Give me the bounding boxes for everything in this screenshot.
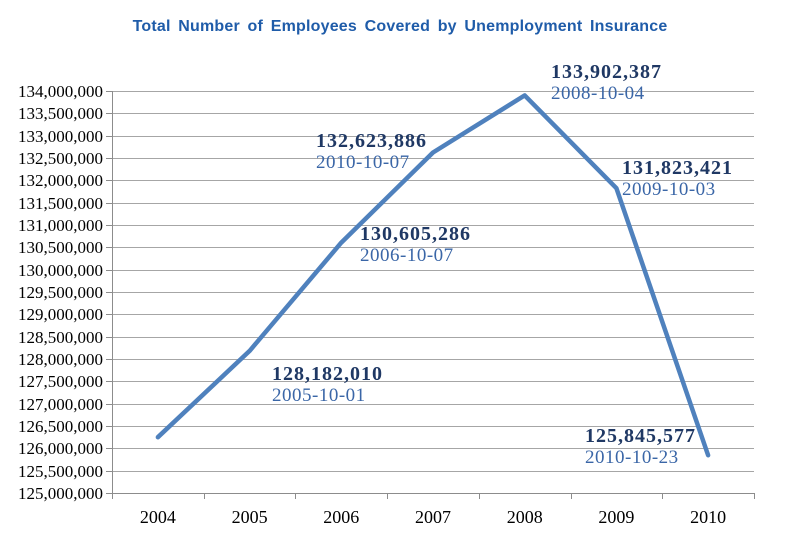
- gridline: [112, 292, 754, 293]
- y-axis-label: 128,500,000: [18, 327, 103, 347]
- y-axis-tick: [106, 180, 112, 181]
- y-axis-tick: [106, 337, 112, 338]
- y-axis-label: 127,000,000: [18, 394, 103, 414]
- annotation-date: 2008-10-04: [551, 83, 645, 104]
- x-axis-label: 2005: [231, 507, 268, 527]
- x-axis-label: 2008: [506, 507, 543, 527]
- annotation-date: 2006-10-07: [360, 245, 454, 266]
- y-axis-label: 127,500,000: [18, 371, 103, 391]
- y-axis-tick: [106, 292, 112, 293]
- x-axis-label: 2010: [690, 507, 727, 527]
- data-point-annotation: 131,823,421 2009-10-03: [622, 158, 733, 200]
- annotation-value: 130,605,286: [360, 223, 471, 245]
- y-axis-tick: [106, 225, 112, 226]
- x-axis-tick: [112, 493, 113, 499]
- y-axis-label: 132,000,000: [18, 170, 103, 190]
- y-axis-tick: [106, 404, 112, 405]
- y-axis-tick: [106, 270, 112, 271]
- y-axis-tick: [106, 471, 112, 472]
- x-axis-label: 2004: [139, 507, 176, 527]
- y-axis-tick: [106, 136, 112, 137]
- annotation-value: 131,823,421: [622, 157, 733, 179]
- annotation-date: 2010-10-23: [585, 447, 679, 468]
- annotation-value: 128,182,010: [272, 363, 383, 385]
- y-axis-label: 134,000,000: [18, 81, 103, 101]
- data-point-annotation: 130,605,286 2006-10-07: [360, 224, 471, 266]
- y-axis-tick: [106, 448, 112, 449]
- y-axis-label: 129,000,000: [18, 304, 103, 324]
- gridline: [112, 136, 754, 137]
- x-axis-tick: [295, 493, 296, 499]
- data-point-annotation: 133,902,387 2008-10-04: [551, 62, 662, 104]
- gridline: [112, 113, 754, 114]
- data-line: [155, 93, 711, 458]
- x-axis-line: [112, 493, 754, 494]
- y-axis-tick: [106, 203, 112, 204]
- x-axis-tick: [754, 493, 755, 499]
- gridline: [112, 359, 754, 360]
- x-axis-label: 2009: [598, 507, 635, 527]
- y-axis-tick: [106, 359, 112, 360]
- y-axis-tick: [106, 381, 112, 382]
- x-axis-label: 2006: [323, 507, 360, 527]
- x-axis-label: 2007: [415, 507, 451, 527]
- annotation-date: 2005-10-01: [272, 385, 366, 406]
- y-axis-line: [112, 91, 113, 493]
- y-axis-label: 132,500,000: [18, 148, 103, 168]
- x-axis-tick: [204, 493, 205, 499]
- y-axis-label: 131,500,000: [18, 193, 103, 213]
- x-axis-tick: [662, 493, 663, 499]
- y-axis-tick: [106, 314, 112, 315]
- y-axis-tick: [106, 493, 112, 494]
- y-axis-label: 133,500,000: [18, 103, 103, 123]
- gridline: [112, 471, 754, 472]
- y-axis-label: 128,000,000: [18, 349, 103, 369]
- chart-title: Total Number of Employees Covered by Une…: [132, 18, 668, 35]
- y-axis-label: 126,500,000: [18, 416, 103, 436]
- data-point-annotation: 128,182,010 2005-10-01: [272, 364, 383, 406]
- gridline: [112, 91, 754, 92]
- gridline: [112, 203, 754, 204]
- annotation-value: 132,623,886: [316, 130, 427, 152]
- y-axis-tick: [106, 113, 112, 114]
- annotation-date: 2009-10-03: [622, 179, 716, 200]
- y-axis-label: 131,000,000: [18, 215, 103, 235]
- y-axis-tick: [106, 158, 112, 159]
- y-axis-label: 130,000,000: [18, 260, 103, 280]
- data-point-annotation: 125,845,577 2010-10-23: [585, 426, 696, 468]
- gridline: [112, 314, 754, 315]
- y-axis-tick: [106, 91, 112, 92]
- annotation-value: 125,845,577: [585, 425, 696, 447]
- x-axis-tick: [479, 493, 480, 499]
- annotation-date: 2010-10-07: [316, 152, 410, 173]
- x-axis-tick: [387, 493, 388, 499]
- gridline: [112, 404, 754, 405]
- data-point-annotation: 132,623,886 2010-10-07: [316, 131, 427, 173]
- y-axis-label: 125,000,000: [18, 483, 103, 503]
- gridline: [112, 270, 754, 271]
- y-axis-label: 125,500,000: [18, 461, 103, 481]
- x-axis-tick: [571, 493, 572, 499]
- annotation-value: 133,902,387: [551, 61, 662, 83]
- y-axis-tick: [106, 247, 112, 248]
- y-axis-label: 130,500,000: [18, 237, 103, 257]
- gridline: [112, 381, 754, 382]
- y-axis-label: 133,000,000: [18, 126, 103, 146]
- y-axis-label: 129,500,000: [18, 282, 103, 302]
- y-axis-tick: [106, 426, 112, 427]
- y-axis-label: 126,000,000: [18, 438, 103, 458]
- gridline: [112, 337, 754, 338]
